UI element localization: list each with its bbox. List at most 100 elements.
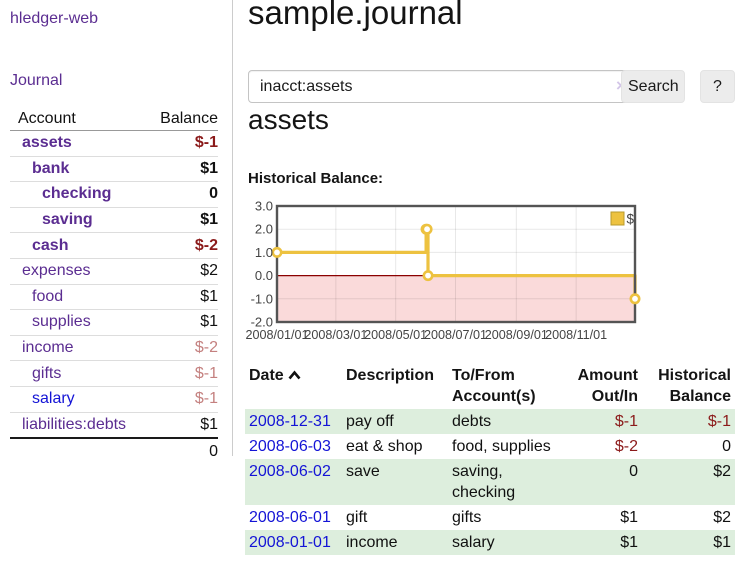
chart-container: $3.0 2.0 1.0 0.0 -1.0 -2.0 2008/01/01 2008/03/0… xyxy=(240,199,742,350)
transaction-amount: $1 xyxy=(620,509,638,526)
sidebar-account-link-gifts[interactable]: gifts xyxy=(32,364,62,382)
sidebar-account-link-food[interactable]: food xyxy=(32,287,64,305)
transaction-balance: $2 xyxy=(713,463,731,480)
transaction-date-link[interactable]: 2008-06-01 xyxy=(249,509,331,526)
sidebar-account-link-checking[interactable]: checking xyxy=(42,185,112,203)
y-axis-tick-label: 2.0 xyxy=(255,222,273,237)
legend-label: $ xyxy=(627,212,635,227)
data-point-marker xyxy=(421,223,433,235)
data-point-marker xyxy=(422,270,434,282)
transaction-date-link[interactable]: 2008-06-02 xyxy=(249,463,331,480)
sidebar-account-link-expenses[interactable]: expenses xyxy=(22,262,91,280)
account-balance: $-2 xyxy=(194,236,218,254)
register-header-description: Description xyxy=(346,367,435,384)
account-row: salary $-1 xyxy=(10,387,218,413)
y-axis-tick-label: 3.0 xyxy=(255,200,273,214)
legend-swatch xyxy=(610,211,625,226)
sort-asc-icon xyxy=(288,366,301,387)
app-brand-link[interactable]: hledger-web xyxy=(10,10,99,27)
sidebar-account-link-saving[interactable]: saving xyxy=(42,211,93,229)
account-balance: $-1 xyxy=(194,364,218,382)
transaction-description: income xyxy=(346,534,398,551)
transaction-accounts: salary xyxy=(452,534,495,551)
sidebar-account-link-cash[interactable]: cash xyxy=(32,236,69,254)
transaction-description: pay off xyxy=(346,413,394,430)
transaction-date-link[interactable]: 2008-12-31 xyxy=(249,413,331,430)
sidebar-account-link-liabilities-debts[interactable]: liabilities:debts xyxy=(22,415,127,433)
account-heading: assets xyxy=(248,104,329,135)
y-axis-tick-label: -1.0 xyxy=(251,291,273,306)
negative-region xyxy=(277,275,635,322)
x-axis-tick-label: 2008/11/01 xyxy=(545,328,607,342)
account-row: expenses $2 xyxy=(10,259,218,285)
register-row: 2008-06-03 eat & shop food, supplies $-2 0 xyxy=(245,434,735,459)
accounts-table: Account Balance assets $-1 bank $1 checking 0… xyxy=(10,104,218,464)
search-input[interactable] xyxy=(248,70,639,103)
register-row: 2008-06-02 save saving, checking 0 $2 xyxy=(245,459,735,505)
transaction-accounts: gifts xyxy=(452,509,482,526)
plot-border xyxy=(275,204,637,324)
register-header-balance: Historical Balance xyxy=(658,367,731,405)
account-balance: $2 xyxy=(200,262,218,280)
transaction-date-link[interactable]: 2008-01-01 xyxy=(249,534,331,551)
account-balance: $-1 xyxy=(194,390,218,408)
register-table: Date Description To/From Account(s) Amou… xyxy=(245,363,735,555)
x-axis-tick-label: 2008/09/01 xyxy=(485,328,548,342)
account-balance: $1 xyxy=(200,287,218,305)
register-header-accounts: To/From Account(s) xyxy=(452,367,536,405)
transaction-balance: $-1 xyxy=(707,413,731,430)
x-axis-tick-label: 2008/05/01 xyxy=(364,328,427,342)
transaction-description: save xyxy=(346,463,380,480)
transaction-description: eat & shop xyxy=(346,438,423,455)
sidebar-account-link-supplies[interactable]: supplies xyxy=(32,313,91,331)
register-header-row: Date Description To/From Account(s) Amou… xyxy=(245,363,735,409)
register-body: 2008-12-31 pay off debts $-1 $-1 2008-06-03 ea… xyxy=(245,409,735,555)
account-balance: 0 xyxy=(209,185,218,203)
account-row: liabilities:debts $1 xyxy=(10,413,218,438)
transaction-date-link[interactable]: 2008-06-03 xyxy=(249,438,331,455)
transaction-amount: $-1 xyxy=(614,413,638,430)
data-point-marker xyxy=(629,293,641,305)
sidebar-item-journal[interactable]: Journal xyxy=(10,72,63,89)
x-axis-tick-label: 2008/03/01 xyxy=(304,328,367,342)
accounts-table-header: Account Balance xyxy=(10,104,218,131)
transaction-amount: 0 xyxy=(629,463,638,480)
y-axis-tick-label: 0.0 xyxy=(255,268,273,283)
account-balance: $-1 xyxy=(194,134,218,152)
chart-label: Historical Balance: xyxy=(248,170,384,187)
historical-balance-chart[interactable]: $3.0 2.0 1.0 0.0 -1.0 -2.02008/01/012008/03/0… xyxy=(240,199,742,350)
account-balance: $1 xyxy=(200,415,218,433)
y-axis-tick-label: -2.0 xyxy=(251,315,273,330)
account-row: saving $1 xyxy=(10,208,218,234)
sidebar: hledger-web Journal Account Balance asse… xyxy=(0,0,233,460)
clear-search-icon[interactable]: × xyxy=(616,76,626,96)
help-button[interactable]: ? xyxy=(700,70,735,103)
page-title: sample.journal xyxy=(248,0,463,31)
account-balance: $1 xyxy=(200,159,218,177)
register-header-date[interactable]: Date xyxy=(245,363,342,409)
accounts-rows: assets $-1 bank $1 checking 0 saving $1 cash $-2 e… xyxy=(10,131,218,437)
register-row: 2008-01-01 income salary $1 $1 xyxy=(245,530,735,555)
sidebar-account-link-salary[interactable]: salary xyxy=(32,390,75,408)
transaction-description: gift xyxy=(346,509,368,526)
balance-column-header: Balance xyxy=(160,110,218,127)
search-button[interactable]: Search xyxy=(621,70,685,103)
sidebar-account-link-assets[interactable]: assets xyxy=(22,134,72,152)
account-row: income $-2 xyxy=(10,336,218,362)
transaction-balance: 0 xyxy=(722,438,731,455)
register-row: 2008-12-31 pay off debts $-1 $-1 xyxy=(245,409,735,434)
account-balance: $1 xyxy=(200,211,218,229)
register-row: 2008-06-01 gift gifts $1 $2 xyxy=(245,505,735,530)
account-column-header: Account xyxy=(18,110,76,127)
search-bar: × Search ? xyxy=(248,70,736,104)
transaction-amount: $-2 xyxy=(614,438,638,455)
sidebar-account-link-income[interactable]: income xyxy=(22,339,74,357)
transaction-accounts: debts xyxy=(452,413,492,430)
transaction-accounts: saving, checking xyxy=(452,463,516,501)
sidebar-account-link-bank[interactable]: bank xyxy=(32,159,70,177)
transaction-balance: $2 xyxy=(713,509,731,526)
account-balance: $1 xyxy=(200,313,218,331)
accounts-total-value: 0 xyxy=(209,442,218,460)
account-row: checking 0 xyxy=(10,182,218,208)
x-axis-tick-label: 2008/07/01 xyxy=(424,328,487,342)
